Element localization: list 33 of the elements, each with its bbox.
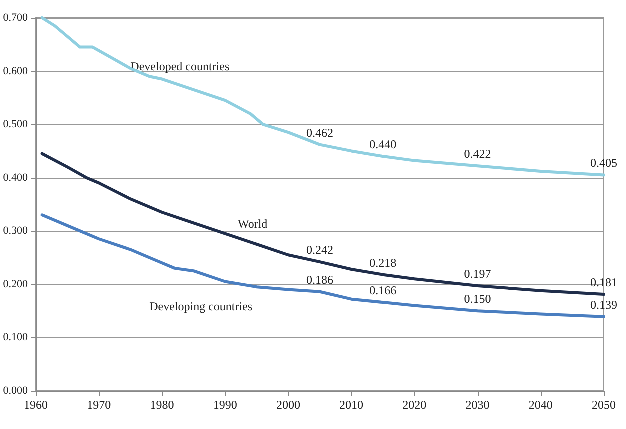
series-label: Developed countries: [130, 60, 230, 74]
x-tick-label: 2010: [340, 398, 364, 412]
data-label: 0.422: [464, 147, 492, 162]
y-tick-label: 0.200: [3, 278, 28, 290]
x-tick-label: 2030: [466, 398, 490, 412]
data-label: 0.462: [306, 126, 334, 140]
data-label: 0.139: [590, 298, 618, 312]
y-tick-label: 0.000: [3, 385, 28, 397]
data-label: 0.166: [370, 284, 397, 298]
x-tick-label: 1990: [213, 398, 238, 412]
data-label: 0.197: [464, 267, 492, 282]
x-tick-label: 1970: [87, 398, 112, 412]
series-label: World: [238, 216, 268, 231]
data-label: 0.186: [306, 272, 334, 287]
data-label: 0.150: [464, 292, 492, 306]
data-label: 0.242: [306, 243, 334, 258]
series-label: Developing countries: [150, 299, 253, 314]
x-tick-label: 1960: [24, 398, 48, 412]
data-label: 0.218: [370, 256, 397, 270]
data-label: 0.440: [370, 138, 397, 152]
y-tick-label: 0.300: [3, 225, 28, 238]
data-label: 0.405: [590, 156, 618, 170]
x-tick-label: 1980: [150, 398, 174, 412]
y-tick-label: 0.500: [3, 118, 28, 131]
y-tick-label: 0.400: [3, 172, 28, 184]
y-tick-label: 0.600: [3, 65, 28, 78]
x-tick-label: 2050: [592, 398, 616, 412]
y-tick-label: 0.100: [3, 332, 28, 344]
x-tick-label: 2020: [402, 398, 427, 412]
y-tick-label: 0.700: [3, 12, 28, 24]
x-tick-label: 2040: [528, 398, 553, 412]
data-label: 0.181: [590, 276, 618, 290]
x-tick-label: 2000: [276, 398, 300, 412]
